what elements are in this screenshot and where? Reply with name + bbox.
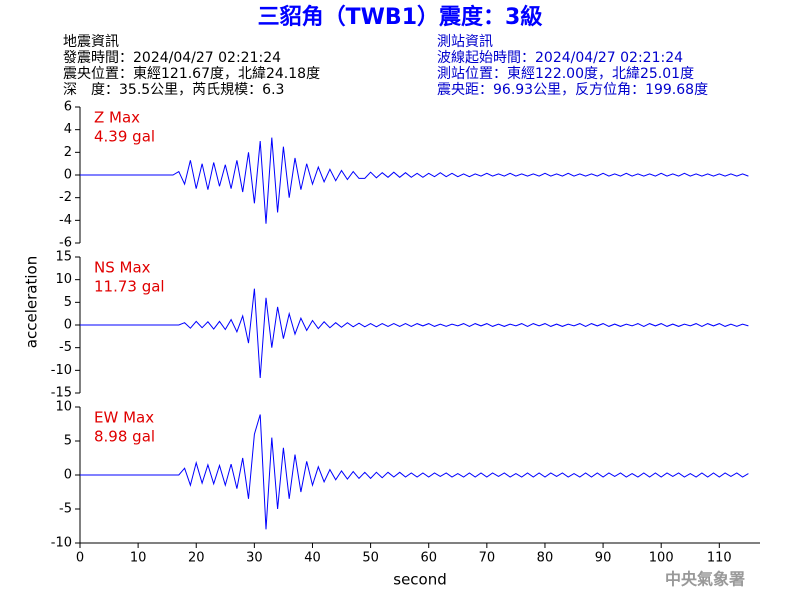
y-tick-label: -5 [59,340,72,355]
info-line: 發震時間：2024/04/27 02:21:24 [63,50,281,66]
annotation: 11.73 gal [94,278,165,296]
x-tick-label: 80 [537,551,554,566]
y-tick-label: 5 [64,295,72,310]
x-tick-label: 70 [479,551,496,566]
chart-title: 三貂角（TWB1）震度：3級 [258,4,543,30]
y-tick-label: -2 [59,190,72,205]
y-tick-label: 0 [64,318,72,333]
y-tick-label: 0 [64,168,72,183]
info-line: 波線起始時間：2024/04/27 02:21:24 [437,50,683,66]
y-tick-label: -15 [51,386,72,401]
y-tick-label: 0 [64,468,72,483]
x-tick-label: 50 [362,551,379,566]
x-tick-label: 60 [420,551,437,566]
annotation: EW Max [94,409,154,427]
y-tick-label: 15 [55,250,72,265]
annotation: 4.39 gal [94,128,155,146]
waveform [80,288,749,379]
annotation: NS Max [94,259,151,277]
y-tick-label: -5 [59,502,72,517]
info-line: 震央位置：東經121.67度，北緯24.18度 [63,66,320,82]
y-tick-label: 10 [55,400,72,415]
waveform [80,414,749,530]
annotation: 8.98 gal [94,428,155,446]
info-line: 震央距：96.93公里，反方位角：199.68度 [437,82,708,98]
x-tick-label: 40 [304,551,321,566]
x-tick-label: 110 [707,551,732,566]
x-tick-label: 20 [188,551,205,566]
x-tick-label: 90 [595,551,612,566]
x-axis-label: second [393,571,447,589]
y-tick-label: 2 [64,145,72,160]
waveform [80,137,749,224]
x-tick-label: 100 [649,551,674,566]
x-tick-label: 30 [246,551,263,566]
footer: 中央氣象署 [665,570,745,589]
y-tick-label: -10 [51,536,72,551]
y-tick-label: 5 [64,434,72,449]
x-tick-label: 0 [76,551,84,566]
y-tick-label: 4 [64,122,72,137]
y-tick-label: -4 [59,213,72,228]
info-line: 地震資訊 [63,34,119,50]
y-tick-label: 6 [64,100,72,115]
y-tick-label: -10 [51,363,72,378]
y-tick-label: -6 [59,236,72,251]
y-axis-label: acceleration [23,256,41,348]
info-line: 深 度：35.5公里，芮氏規模：6.3 [63,81,284,98]
info-line: 測站資訊 [437,34,493,50]
y-tick-label: 10 [55,272,72,287]
info-line: 測站位置：東經122.00度，北緯25.01度 [437,66,694,82]
x-tick-label: 10 [130,551,147,566]
annotation: Z Max [94,109,140,127]
